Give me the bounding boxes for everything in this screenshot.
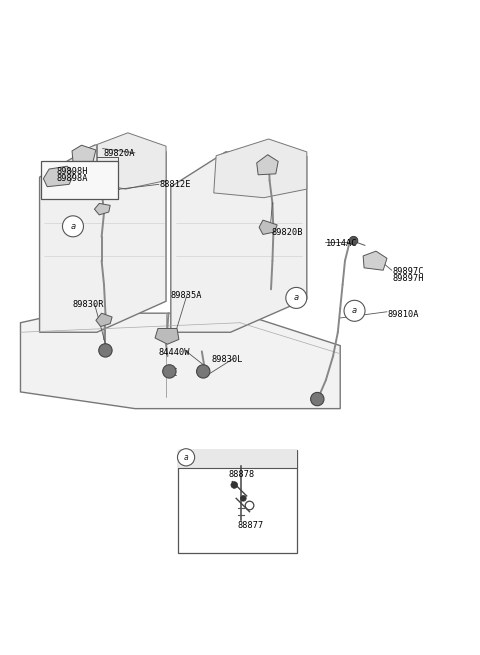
- Polygon shape: [96, 313, 112, 327]
- Text: a: a: [184, 453, 188, 462]
- Circle shape: [311, 392, 324, 405]
- Circle shape: [344, 300, 365, 322]
- Polygon shape: [257, 155, 278, 175]
- FancyBboxPatch shape: [40, 161, 118, 198]
- Polygon shape: [43, 166, 74, 187]
- Text: 88812E: 88812E: [160, 180, 192, 189]
- Text: 88878: 88878: [228, 470, 254, 479]
- Text: 89820A: 89820A: [104, 149, 135, 158]
- Polygon shape: [171, 152, 307, 332]
- Text: a: a: [71, 222, 75, 231]
- Text: 89830R: 89830R: [72, 300, 104, 309]
- Text: a: a: [352, 307, 357, 315]
- Polygon shape: [21, 313, 340, 409]
- Circle shape: [62, 216, 84, 237]
- Circle shape: [99, 344, 112, 357]
- Text: 1014AC: 1014AC: [326, 240, 358, 248]
- Polygon shape: [85, 133, 166, 189]
- Polygon shape: [363, 251, 387, 271]
- Text: a: a: [294, 293, 299, 303]
- Text: 89820B: 89820B: [271, 227, 302, 236]
- Text: 84440W: 84440W: [159, 348, 191, 357]
- Text: 88877: 88877: [238, 521, 264, 530]
- Circle shape: [240, 495, 246, 501]
- Circle shape: [286, 288, 307, 309]
- FancyBboxPatch shape: [178, 450, 297, 553]
- Polygon shape: [214, 139, 307, 198]
- Circle shape: [197, 365, 210, 378]
- Text: 89898A: 89898A: [56, 174, 88, 183]
- Polygon shape: [39, 145, 166, 332]
- Text: 89897H: 89897H: [393, 274, 424, 283]
- Text: 89897C: 89897C: [393, 267, 424, 276]
- Text: 89898H: 89898H: [56, 168, 88, 176]
- Circle shape: [163, 365, 176, 378]
- Circle shape: [231, 481, 238, 489]
- Text: 89830L: 89830L: [211, 356, 243, 364]
- Polygon shape: [72, 145, 96, 161]
- Polygon shape: [155, 328, 179, 345]
- Text: 89810A: 89810A: [388, 310, 420, 318]
- Text: 89835A: 89835A: [171, 291, 202, 299]
- Circle shape: [349, 236, 358, 245]
- Polygon shape: [95, 204, 110, 215]
- Polygon shape: [259, 220, 277, 234]
- FancyBboxPatch shape: [178, 450, 297, 468]
- Circle shape: [178, 449, 195, 466]
